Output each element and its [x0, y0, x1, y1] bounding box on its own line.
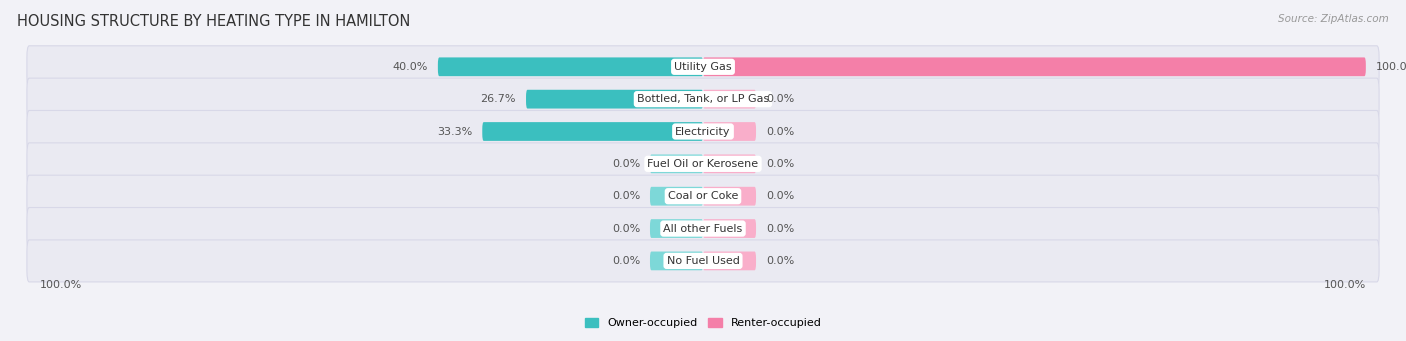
FancyBboxPatch shape [27, 143, 1379, 185]
Text: 0.0%: 0.0% [766, 224, 794, 234]
Text: Source: ZipAtlas.com: Source: ZipAtlas.com [1278, 14, 1389, 24]
FancyBboxPatch shape [703, 252, 756, 270]
Legend: Owner-occupied, Renter-occupied: Owner-occupied, Renter-occupied [585, 317, 821, 328]
FancyBboxPatch shape [526, 90, 703, 108]
FancyBboxPatch shape [650, 187, 703, 206]
FancyBboxPatch shape [703, 187, 756, 206]
Text: Fuel Oil or Kerosene: Fuel Oil or Kerosene [647, 159, 759, 169]
Text: 40.0%: 40.0% [392, 62, 427, 72]
FancyBboxPatch shape [482, 122, 703, 141]
FancyBboxPatch shape [27, 78, 1379, 120]
Text: Coal or Coke: Coal or Coke [668, 191, 738, 201]
Text: HOUSING STRUCTURE BY HEATING TYPE IN HAMILTON: HOUSING STRUCTURE BY HEATING TYPE IN HAM… [17, 14, 411, 29]
FancyBboxPatch shape [27, 240, 1379, 282]
Text: All other Fuels: All other Fuels [664, 224, 742, 234]
FancyBboxPatch shape [27, 110, 1379, 152]
Text: 26.7%: 26.7% [481, 94, 516, 104]
Text: 100.0%: 100.0% [41, 280, 83, 290]
FancyBboxPatch shape [27, 208, 1379, 250]
FancyBboxPatch shape [703, 154, 756, 173]
Text: 33.3%: 33.3% [437, 127, 472, 136]
Text: Bottled, Tank, or LP Gas: Bottled, Tank, or LP Gas [637, 94, 769, 104]
Text: 100.0%: 100.0% [1376, 62, 1406, 72]
Text: 0.0%: 0.0% [766, 159, 794, 169]
Text: 100.0%: 100.0% [1323, 280, 1365, 290]
FancyBboxPatch shape [650, 154, 703, 173]
FancyBboxPatch shape [27, 46, 1379, 88]
Text: 0.0%: 0.0% [766, 94, 794, 104]
FancyBboxPatch shape [650, 219, 703, 238]
FancyBboxPatch shape [703, 122, 756, 141]
FancyBboxPatch shape [650, 252, 703, 270]
Text: 0.0%: 0.0% [766, 256, 794, 266]
Text: 0.0%: 0.0% [766, 127, 794, 136]
FancyBboxPatch shape [27, 175, 1379, 217]
Text: 0.0%: 0.0% [766, 191, 794, 201]
Text: 0.0%: 0.0% [612, 159, 640, 169]
Text: 0.0%: 0.0% [612, 256, 640, 266]
Text: 0.0%: 0.0% [612, 191, 640, 201]
Text: No Fuel Used: No Fuel Used [666, 256, 740, 266]
Text: Electricity: Electricity [675, 127, 731, 136]
Text: 0.0%: 0.0% [612, 224, 640, 234]
FancyBboxPatch shape [437, 57, 703, 76]
FancyBboxPatch shape [703, 90, 756, 108]
FancyBboxPatch shape [703, 57, 1365, 76]
FancyBboxPatch shape [703, 219, 756, 238]
Text: Utility Gas: Utility Gas [675, 62, 731, 72]
